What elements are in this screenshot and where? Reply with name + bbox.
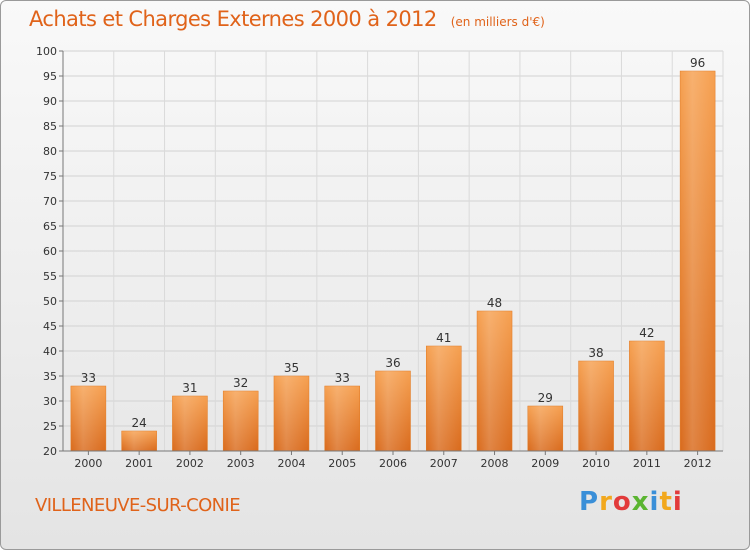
y-tick-label: 80 xyxy=(43,145,57,158)
bar-value-label: 41 xyxy=(436,331,451,345)
bar-highlight xyxy=(273,376,309,451)
x-tick-label: 2008 xyxy=(481,457,509,470)
logo-letter: r xyxy=(599,487,613,517)
bar-value-label: 35 xyxy=(284,361,299,375)
bar-value-label: 96 xyxy=(690,56,705,70)
logo-letter: x xyxy=(631,487,650,517)
bar-value-label: 48 xyxy=(487,296,502,310)
y-tick-label: 20 xyxy=(43,445,57,458)
logo-letter: i xyxy=(672,487,683,517)
logo-letter: i xyxy=(649,487,660,517)
y-tick-label: 95 xyxy=(43,70,57,83)
bar-highlight xyxy=(223,391,259,451)
bar-highlight xyxy=(172,396,208,451)
y-tick-label: 70 xyxy=(43,195,57,208)
bar-highlight xyxy=(527,406,563,451)
bar-value-label: 42 xyxy=(639,326,654,340)
bar-value-label: 33 xyxy=(335,371,350,385)
proxiti-logo: Proxiti xyxy=(579,487,683,517)
y-tick-label: 55 xyxy=(43,270,57,283)
x-tick-label: 2002 xyxy=(176,457,204,470)
chart-unit-label: (en milliers d'€) xyxy=(450,15,545,29)
y-tick-label: 85 xyxy=(43,120,57,133)
x-tick-label: 2012 xyxy=(684,457,712,470)
logo-letter: o xyxy=(612,487,632,517)
x-tick-label: 2007 xyxy=(430,457,458,470)
y-tick-label: 100 xyxy=(36,45,57,58)
bar-highlight xyxy=(578,361,614,451)
bars: 33 24 31 32 35 33 36 41 48 29 38 42 96 xyxy=(70,56,716,452)
x-tick-label: 2011 xyxy=(633,457,661,470)
bar-value-label: 24 xyxy=(132,416,147,430)
x-tick-label: 2001 xyxy=(125,457,153,470)
y-tick-label: 35 xyxy=(43,370,57,383)
x-tick-label: 2000 xyxy=(74,457,102,470)
bar-highlight xyxy=(477,311,513,451)
y-tick-label: 50 xyxy=(43,295,57,308)
bar-value-label: 31 xyxy=(182,381,197,395)
x-tick-label: 2006 xyxy=(379,457,407,470)
chart-title-text: Achats et Charges Externes 2000 à 2012 xyxy=(29,7,437,31)
x-tick-label: 2005 xyxy=(328,457,356,470)
bar-highlight xyxy=(680,71,716,451)
y-tick-label: 40 xyxy=(43,345,57,358)
bar-value-label: 29 xyxy=(538,391,553,405)
x-tick-label: 2003 xyxy=(227,457,255,470)
bar-value-label: 38 xyxy=(588,346,603,360)
x-tick-label: 2010 xyxy=(582,457,610,470)
y-tick-label: 30 xyxy=(43,395,57,408)
bar-value-label: 33 xyxy=(81,371,96,385)
y-tick-label: 25 xyxy=(43,420,57,433)
bar-highlight xyxy=(324,386,360,451)
y-tick-label: 45 xyxy=(43,320,57,333)
y-tick-label: 65 xyxy=(43,220,57,233)
bar-value-label: 32 xyxy=(233,376,248,390)
bar-highlight xyxy=(70,386,106,451)
y-tick-label: 75 xyxy=(43,170,57,183)
bar-highlight xyxy=(375,371,411,451)
bar-highlight xyxy=(121,431,157,451)
bar-highlight xyxy=(629,341,665,451)
y-tick-label: 90 xyxy=(43,95,57,108)
commune-name: VILLENEUVE-SUR-CONIE xyxy=(35,495,241,516)
x-tick-label: 2004 xyxy=(277,457,305,470)
bar-highlight xyxy=(426,346,462,451)
axes: 20 25 30 35 40 45 50 55 60 65 70 75 80 85 90 95 100 2000 2… xyxy=(36,45,723,470)
logo-letter: P xyxy=(579,487,600,517)
chart-title: Achats et Charges Externes 2000 à 2012 (… xyxy=(29,7,545,31)
logo-letter: t xyxy=(659,487,673,517)
bar-value-label: 36 xyxy=(385,356,400,370)
y-tick-label: 60 xyxy=(43,245,57,258)
x-tick-label: 2009 xyxy=(531,457,559,470)
